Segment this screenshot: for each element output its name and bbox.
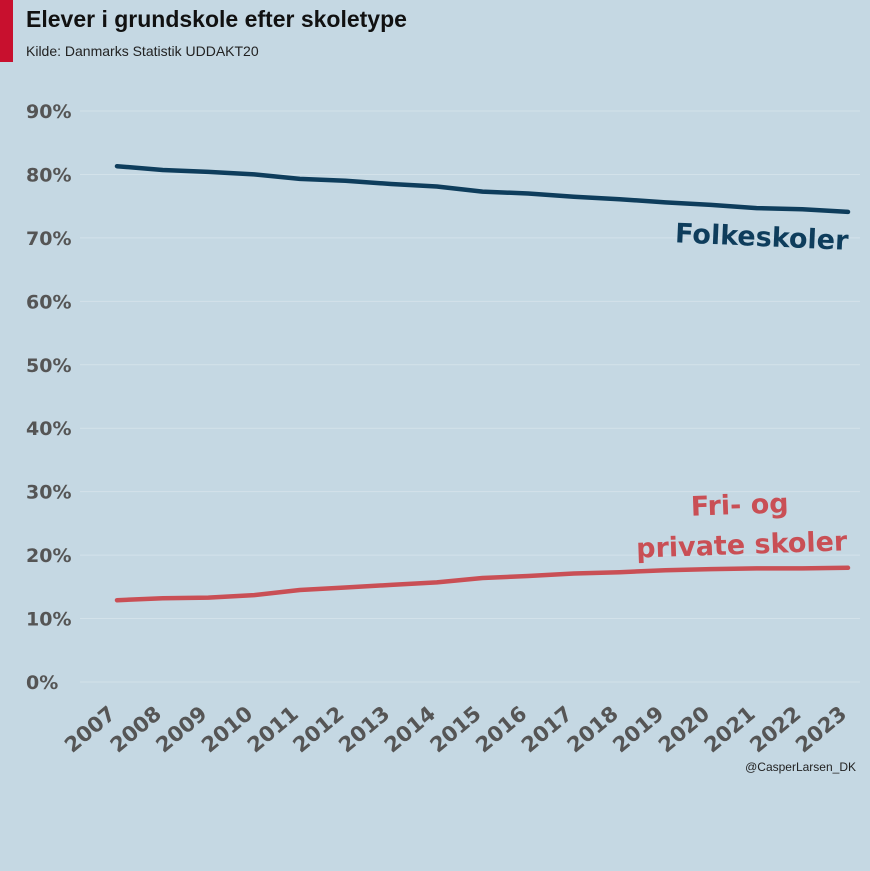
chart-title: Elever i grundskole efter skoletype xyxy=(26,6,407,32)
x-tick-label: 2020 xyxy=(654,701,714,757)
x-tick-label: 2009 xyxy=(151,701,211,757)
author-credit: @CasperLarsen_DK xyxy=(745,760,856,774)
x-tick-label: 2013 xyxy=(334,701,394,757)
x-tick-label: 2018 xyxy=(563,701,623,757)
chart-source: Kilde: Danmarks Statistik UDDAKT20 xyxy=(26,43,259,59)
x-tick-label: 2015 xyxy=(426,701,486,757)
x-tick-label: 2010 xyxy=(197,701,257,757)
y-tick-label: 40% xyxy=(26,418,71,440)
y-tick-label: 0% xyxy=(26,672,58,694)
x-tick-label: 2012 xyxy=(288,701,348,757)
x-tick-label: 2007 xyxy=(60,701,120,757)
y-tick-label: 30% xyxy=(26,482,71,504)
y-tick-label: 10% xyxy=(26,609,71,631)
x-tick-label: 2022 xyxy=(745,701,805,757)
x-tick-label: 2023 xyxy=(791,701,851,757)
y-tick-label: 60% xyxy=(26,291,71,313)
series-line-1 xyxy=(114,565,851,603)
y-tick-label: 80% xyxy=(26,164,71,186)
x-tick-label: 2016 xyxy=(471,701,531,757)
x-tick-label: 2019 xyxy=(608,701,668,757)
y-tick-label: 70% xyxy=(26,228,71,250)
y-tick-label: 50% xyxy=(26,355,71,377)
accent-bar xyxy=(0,0,13,62)
x-tick-label: 2008 xyxy=(106,701,166,757)
x-tick-label: 2014 xyxy=(380,701,440,757)
series-line-0 xyxy=(114,163,851,215)
x-tick-label: 2021 xyxy=(700,701,760,757)
series-label-folkeskoler: Folkeskoler xyxy=(674,218,849,257)
x-tick-label: 2011 xyxy=(243,701,303,757)
series-label-fri-og: Fri- og xyxy=(690,488,789,522)
x-tick-label: 2017 xyxy=(517,701,577,757)
series-label-private-skoler: private skoler xyxy=(636,526,849,564)
y-tick-label: 20% xyxy=(26,545,71,567)
y-tick-label: 90% xyxy=(26,101,71,123)
